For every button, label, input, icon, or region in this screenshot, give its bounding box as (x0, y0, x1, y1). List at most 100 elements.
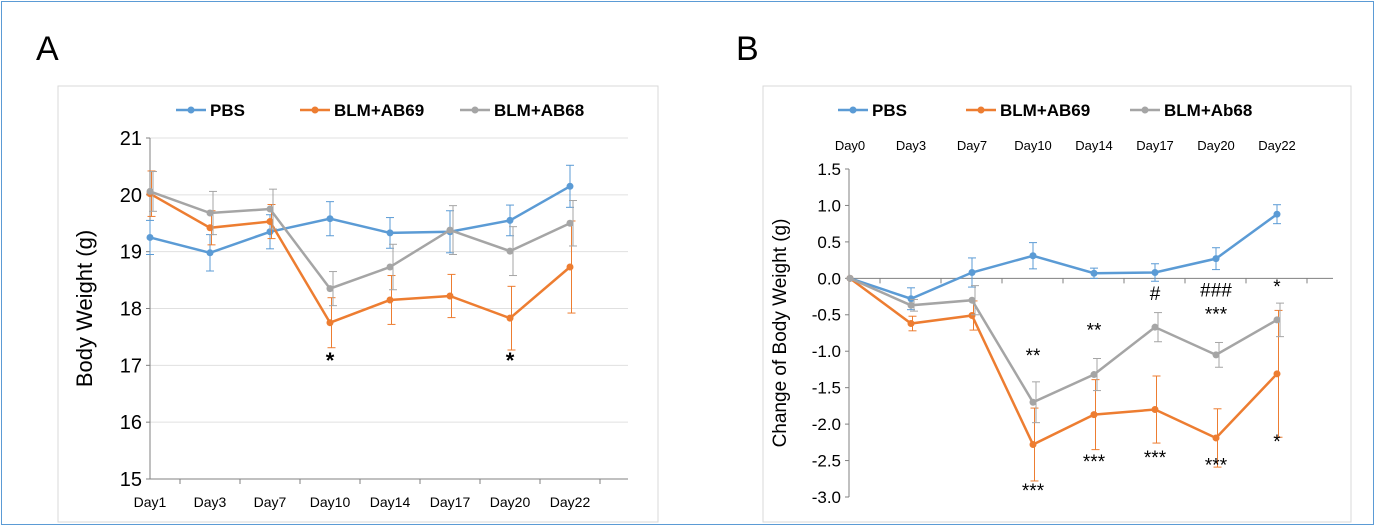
chart-b-annotation: * (1273, 277, 1281, 298)
chart-b-y-tick-label: 0.5 (817, 233, 841, 252)
chart-a-y-tick-label: 19 (120, 242, 142, 264)
chart-a-annotation: * (326, 348, 335, 373)
chart-a-data-point (206, 224, 214, 232)
chart-b-y-tick-label: 1.5 (817, 160, 841, 179)
chart-a-data-point (506, 247, 514, 255)
chart-a-legend-label: PBS (210, 101, 245, 120)
chart-b-y-tick-label: -0.5 (812, 306, 841, 325)
chart-a-series-1 (146, 170, 576, 351)
chart-a-x-tick-label: Day22 (550, 494, 591, 510)
chart-b-data-point (1029, 252, 1037, 260)
chart-a-series-0 (146, 164, 574, 272)
chart-b-y-tick-label: -1.0 (812, 342, 841, 361)
chart-a-series-2 (146, 171, 577, 307)
chart-b-legend-label: BLM+AB69 (1000, 101, 1090, 120)
chart-a-x-tick-label: Day14 (370, 494, 411, 510)
chart-b-x-tick-label: Day3 (896, 138, 926, 153)
chart-b-data-point (1212, 351, 1220, 359)
chart-b-data-point (1090, 411, 1098, 419)
chart-a-box (57, 85, 659, 523)
chart-a-data-point (146, 187, 154, 195)
chart-b-data-point (1151, 406, 1159, 414)
chart-a-data-point (386, 263, 394, 271)
chart-a-legend-label: BLM+AB69 (334, 101, 424, 120)
chart-a-y-tick-label: 18 (120, 299, 142, 321)
chart-b-annotation: *** (1083, 452, 1106, 473)
chart-a-data-point (566, 263, 574, 271)
chart-b-y-tick-label: 1.0 (817, 196, 841, 215)
chart-b-x-tick-label: Day20 (1197, 138, 1235, 153)
chart-a-series-line (149, 192, 571, 325)
chart-a-y-tick-label: 17 (120, 355, 142, 377)
chart-b-y-tick-label: -2.0 (812, 415, 841, 434)
chart-a-data-point (446, 292, 454, 300)
chart-b-legend-label: BLM+Ab68 (1164, 101, 1252, 120)
chart-b-legend-marker (1141, 106, 1149, 114)
chart-a-data-point (386, 296, 394, 304)
chart-a-data-point (506, 314, 514, 322)
chart-a-legend-marker (471, 106, 479, 114)
chart-b-x-tick-label: Day22 (1258, 138, 1296, 153)
chart-a-data-point (266, 218, 274, 226)
chart-a-series-line (149, 185, 571, 255)
chart-a-data-point (446, 226, 454, 234)
chart-b-box (762, 85, 1352, 523)
chart-b-data-point (1029, 398, 1037, 406)
chart-b: 1.5 1.0 0.5 0.0 -0.5 -1.0 -1.5 -2.0 -2.5 -3.0 Day0… (770, 101, 1333, 507)
chart-a-data-point (206, 249, 214, 257)
chart-b-series-2 (846, 274, 1284, 424)
chart-b-data-point (1212, 255, 1220, 263)
chart-a-legend-marker (187, 106, 195, 114)
chart-b-legend-marker (849, 106, 857, 114)
chart-b-annotation: * (1273, 432, 1281, 453)
chart-b-data-point (846, 274, 854, 282)
chart-a-legend-label: BLM+AB68 (494, 101, 584, 120)
chart-a-data-point (326, 215, 334, 223)
chart-a-y-tick-label: 15 (120, 469, 142, 491)
chart-b-series-line (849, 277, 1278, 447)
chart-b-x-tick-label: Day0 (835, 138, 865, 153)
chart-b-annotation: ** (1087, 321, 1102, 342)
chart-a: 15 16 17 18 19 20 21 Day1 Day3 Day7 Day10 Day14 Day1… (72, 101, 628, 510)
chart-b-x-tick-label: Day10 (1014, 138, 1052, 153)
chart-b-legend-marker (977, 106, 985, 114)
chart-b-annotation: *** (1205, 305, 1228, 326)
chart-a-y-axis-title: Body Weight (g) (72, 230, 97, 387)
chart-b-data-point (1273, 210, 1281, 218)
chart-b-x-tick-label: Day14 (1075, 138, 1113, 153)
chart-b-data-point (907, 301, 915, 309)
chart-b-data-point (1151, 323, 1159, 331)
chart-a-x-tick-label: Day7 (254, 494, 287, 510)
chart-a-data-point (386, 229, 394, 237)
chart-a-y-tick-label: 16 (120, 412, 142, 434)
chart-b-series-1 (846, 274, 1283, 482)
chart-b-series-line (849, 277, 1278, 404)
chart-b-y-tick-label: -2.5 (812, 452, 841, 471)
chart-b-y-tick-label: -3.0 (812, 488, 841, 507)
chart-b-data-point (907, 295, 915, 303)
chart-b-data-point (1090, 371, 1098, 379)
chart-b-data-point (1029, 441, 1037, 449)
panel-a-letter: A (36, 30, 59, 68)
chart-b-data-point (1212, 434, 1220, 442)
chart-b-x-tick-label: Day7 (957, 138, 987, 153)
chart-a-x-tick-label: Day17 (430, 494, 471, 510)
chart-b-annotation: *** (1144, 448, 1167, 469)
chart-a-x-tick-label: Day1 (134, 494, 167, 510)
chart-b-data-point (968, 269, 976, 277)
chart-a-series-line (149, 190, 571, 291)
chart-b-data-point (968, 296, 976, 304)
chart-b-y-tick-label: -1.5 (812, 379, 841, 398)
chart-a-data-point (326, 285, 334, 293)
chart-a-x-tick-label: Day10 (310, 494, 351, 510)
chart-b-annotation: ** (1026, 346, 1041, 367)
chart-b-series-line (849, 213, 1278, 301)
chart-b-annotation: *** (1022, 481, 1045, 502)
chart-b-annotation: # (1150, 284, 1161, 305)
chart-a-data-point (566, 219, 574, 227)
chart-b-x-tick-label: Day17 (1136, 138, 1174, 153)
chart-b-annotation: ### (1200, 281, 1232, 302)
chart-b-data-point (1151, 269, 1159, 277)
